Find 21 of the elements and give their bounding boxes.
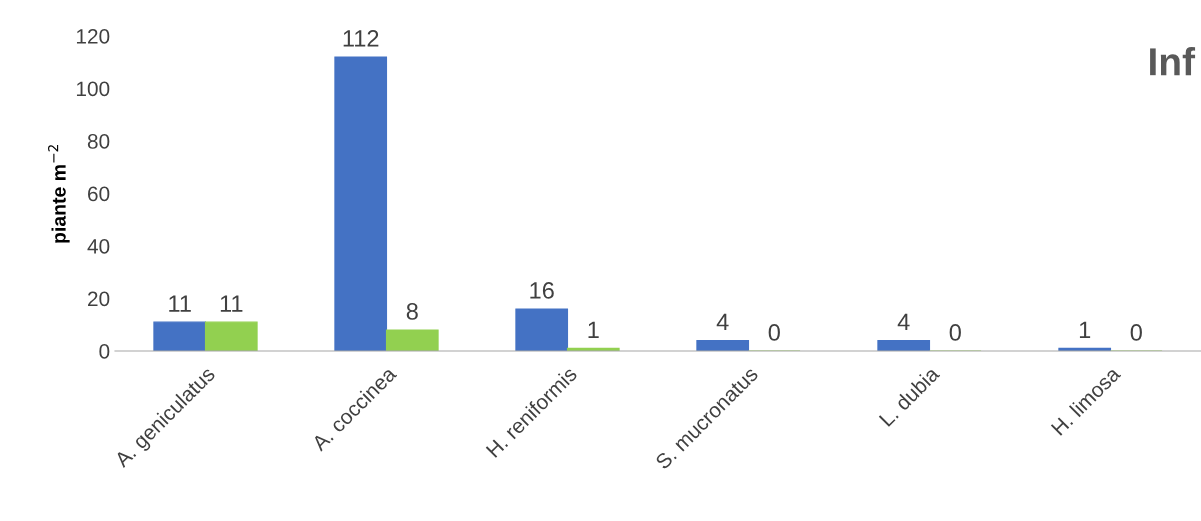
data-label: 11 <box>169 295 191 312</box>
data-label: 16 <box>530 282 554 299</box>
data-label: 112 <box>343 30 379 47</box>
data-label: 4 <box>716 313 729 331</box>
data-label: 8 <box>406 303 418 320</box>
y-tick-label: 60 <box>88 186 110 202</box>
y-tick-label: 120 <box>76 29 110 44</box>
data-label: 4 <box>897 313 910 331</box>
y-tick-label: 20 <box>88 291 110 307</box>
y-tick-label: 100 <box>76 81 110 97</box>
data-label: 1 <box>588 321 599 338</box>
data-label: 0 <box>1130 324 1142 341</box>
data-label: 0 <box>949 324 961 341</box>
y-axis-title: piante m$^{−2}$ <box>48 145 70 243</box>
data-label: 11 <box>220 295 243 312</box>
annotation: Inf <box>1150 47 1196 76</box>
y-tick-label: 0 <box>99 344 110 359</box>
y-tick-label: 80 <box>87 134 110 149</box>
data-label: 0 <box>768 324 780 341</box>
y-tick-label: 40 <box>87 239 110 254</box>
data-label: 1 <box>1079 321 1091 338</box>
